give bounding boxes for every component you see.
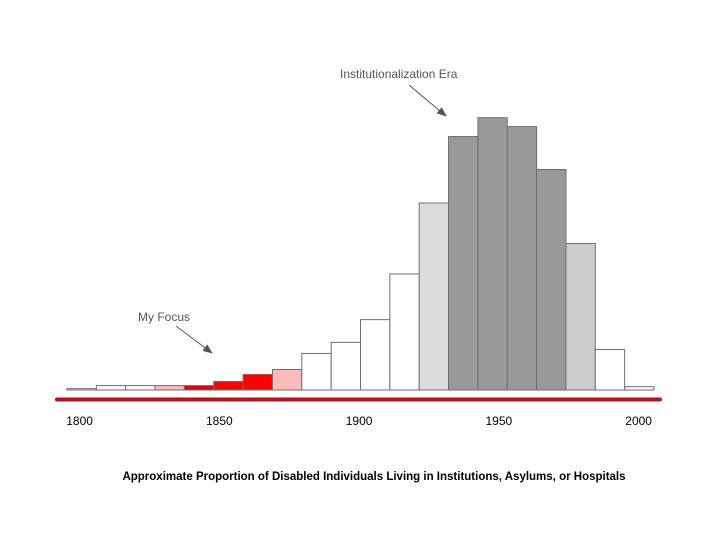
histogram-bar-18 [565,242,596,391]
histogram-bar-2 [95,385,127,391]
x-tick-label-1850: 1850 [206,414,233,428]
histogram-bar-3 [125,385,156,391]
histogram-bar-4 [154,385,185,391]
x-tick-label-2000: 2000 [625,414,652,428]
x-tick-label-1950: 1950 [486,414,513,428]
histogram-bar-12 [389,273,420,391]
annotation-institutionalization-era-label: Institutionalization Era [340,67,458,81]
histogram-bar-14 [448,136,479,391]
annotation-institutionalization-era: Institutionalization Era [340,67,458,117]
histogram-bar-16 [506,126,538,391]
histogram-bar-11 [360,319,391,391]
annotation-my-focus-label: My Focus [138,310,190,324]
annotation-my-focus: My Focus [138,310,213,354]
histogram-bar-6 [213,380,244,391]
bars-group [66,117,655,391]
histogram-bar-1 [66,388,97,391]
histogram-bar-13 [418,202,450,391]
histogram-bar-19 [594,349,626,391]
annotation-institutionalization-era-arrow [408,84,447,117]
histogram-bar-5 [183,385,215,391]
histogram-bar-9 [301,352,332,391]
histogram-bar-8 [271,369,303,391]
histogram-bar-10 [330,341,361,391]
x-tick-label-1900: 1900 [346,414,373,428]
chart-title: Approximate Proportion of Disabled Indiv… [122,471,625,483]
histogram-bar-20 [624,386,655,391]
x-tick-label-1800: 1800 [66,414,93,428]
histogram-bar-15 [477,117,508,391]
x-tick-labels: 1800 1850 1900 1950 2000 [66,414,652,428]
histogram-bar-17 [536,169,567,391]
histogram-bar-7 [242,373,273,391]
annotation-my-focus-arrow [175,325,213,354]
